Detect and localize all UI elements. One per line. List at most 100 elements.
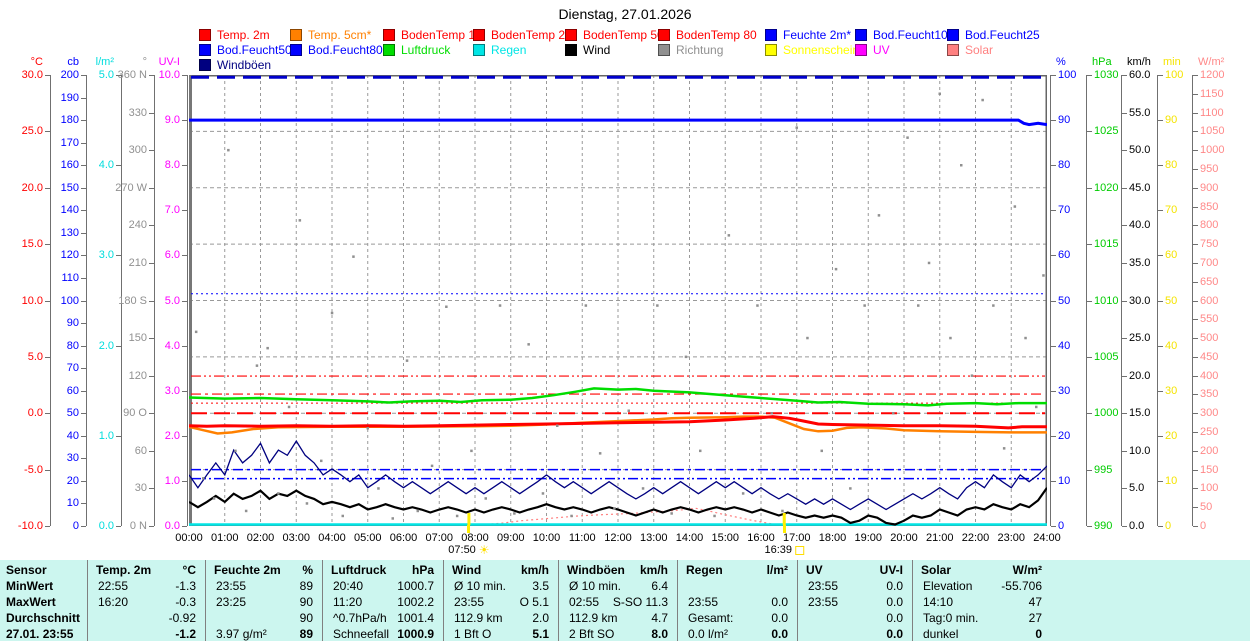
- axis-tick-label: 100: [1058, 69, 1077, 81]
- axis-tick-label: 180: [60, 114, 79, 126]
- table-cell-time: 112.9 km: [454, 611, 503, 625]
- axis-tick: [81, 75, 86, 76]
- series-richtung-point: [194, 330, 198, 334]
- axis-tick: [182, 481, 187, 482]
- axis-line: [86, 75, 87, 526]
- table-col-unit: °C: [182, 563, 196, 577]
- table-cell-time: 2 Bft SO: [569, 627, 615, 641]
- axis-tick-label: 140: [60, 204, 79, 216]
- axis-tick: [149, 451, 154, 452]
- axis-tick-label: 1100: [1200, 107, 1224, 119]
- axis-tick-label: 70: [1165, 204, 1178, 216]
- axis-tick: [1087, 413, 1092, 414]
- table-cell-time: 16:20: [98, 595, 129, 609]
- series-richtung-point: [756, 304, 759, 307]
- axis-tick-label: 50: [1058, 295, 1071, 307]
- legend-label: BodenTemp 10: [401, 28, 482, 42]
- axis-tick: [1193, 507, 1198, 508]
- series-richtung-point: [470, 449, 473, 453]
- axis-tick: [1087, 470, 1092, 471]
- axis-line: [1121, 75, 1122, 526]
- axis-tick: [81, 458, 86, 459]
- series-richtung-point: [992, 304, 995, 307]
- axis-tick: [149, 488, 154, 489]
- table-cell-value: 0: [1035, 627, 1042, 641]
- axis-tick: [81, 368, 86, 369]
- axis-tick: [1158, 75, 1163, 76]
- axis-tick-label: 170: [60, 137, 79, 149]
- table-column-divider: [558, 560, 559, 641]
- table-cell-value: -0.3: [175, 595, 196, 609]
- axis-tick-label: 300: [128, 144, 147, 156]
- series-richtung-point: [598, 452, 602, 455]
- table-col-unit: %: [302, 563, 313, 577]
- legend-swatch-icon: [199, 29, 211, 41]
- axis-tick-label: 500: [1200, 332, 1219, 344]
- table-column-divider: [677, 560, 678, 641]
- legend-item-feuchte-2m-: Feuchte 2m*: [765, 28, 851, 42]
- axis-tick-label: 80: [1058, 159, 1071, 171]
- axis-tick-label: 70: [1058, 204, 1071, 216]
- legend-swatch-icon: [199, 44, 211, 56]
- axis-tick: [149, 113, 154, 114]
- axis-tick: [1193, 376, 1198, 377]
- series-richtung-point: [713, 514, 716, 518]
- table-col-title: Wind: [452, 563, 482, 577]
- legend-item-bod-feucht10: Bod.Feucht10: [855, 28, 948, 42]
- axis-tick: [1158, 255, 1163, 256]
- axis-tick-label: 1.0: [164, 475, 180, 487]
- axis-tick-label: 90: [1165, 114, 1178, 126]
- axis-tick: [1122, 413, 1127, 414]
- axis-tick-label: 400: [1200, 370, 1219, 382]
- series-richtung-point: [405, 359, 409, 362]
- axis-line: [1050, 75, 1051, 526]
- axis-line: [187, 75, 188, 526]
- axis-tick: [149, 263, 154, 264]
- legend-swatch-icon: [383, 44, 395, 56]
- x-axis-label: 06:00: [389, 532, 418, 544]
- legend-swatch-icon: [947, 29, 959, 41]
- series-richtung-point: [938, 92, 941, 95]
- axis-tick: [81, 413, 86, 414]
- x-axis-label: 09:00: [496, 532, 525, 544]
- series-richtung-point: [305, 502, 309, 505]
- table-cell-time: Ø 10 min.: [454, 579, 507, 593]
- table-row-label: MaxWert: [6, 595, 56, 609]
- series-richtung-point: [445, 305, 448, 308]
- table-cell-time: Gesamt:: [688, 611, 734, 625]
- legend-item-bodentemp-80: BodenTemp 80: [658, 28, 757, 42]
- table-cell-value: 6.4: [651, 579, 668, 593]
- series-richtung-point: [781, 509, 784, 513]
- axis-tick-label: 30: [66, 452, 79, 464]
- series-richtung-point: [699, 449, 702, 453]
- axis-tick: [45, 244, 50, 245]
- legend-swatch-icon: [765, 44, 777, 56]
- axis-tick-label: 300: [1200, 407, 1219, 419]
- axis-tick-label: 20.0: [21, 182, 43, 194]
- axis-tick: [149, 188, 154, 189]
- axis-tick: [81, 346, 86, 347]
- axis-tick-label: 190: [60, 92, 79, 104]
- series-richtung-point: [806, 336, 809, 340]
- axis-tick-label: 1150: [1200, 88, 1224, 100]
- axis-unit-label: °C: [30, 56, 43, 68]
- axis-tick-label: 10: [1058, 475, 1071, 487]
- x-axis-label: 01:00: [210, 532, 239, 544]
- table-cell-value: 0.0: [886, 611, 903, 625]
- axis-tick: [149, 338, 154, 339]
- x-axis-label: 17:00: [782, 532, 811, 544]
- axis-tick: [116, 255, 121, 256]
- x-axis-label: 08:00: [461, 532, 489, 544]
- axis-tick: [81, 278, 86, 279]
- axis-line: [50, 75, 51, 526]
- axis-tick-label: 600: [1200, 295, 1219, 307]
- series-richtung-point: [981, 98, 984, 102]
- legend-label: Bod.Feucht25: [965, 28, 1040, 42]
- axis-tick-label: 240: [128, 219, 147, 231]
- series-solar: [471, 507, 785, 526]
- axis-tick-label: 200: [1200, 445, 1219, 457]
- axis-tick: [1051, 301, 1056, 302]
- table-cell-value: 8.0: [651, 627, 668, 641]
- axis-tick-label: 20: [1058, 430, 1071, 442]
- axis-tick: [1087, 75, 1092, 76]
